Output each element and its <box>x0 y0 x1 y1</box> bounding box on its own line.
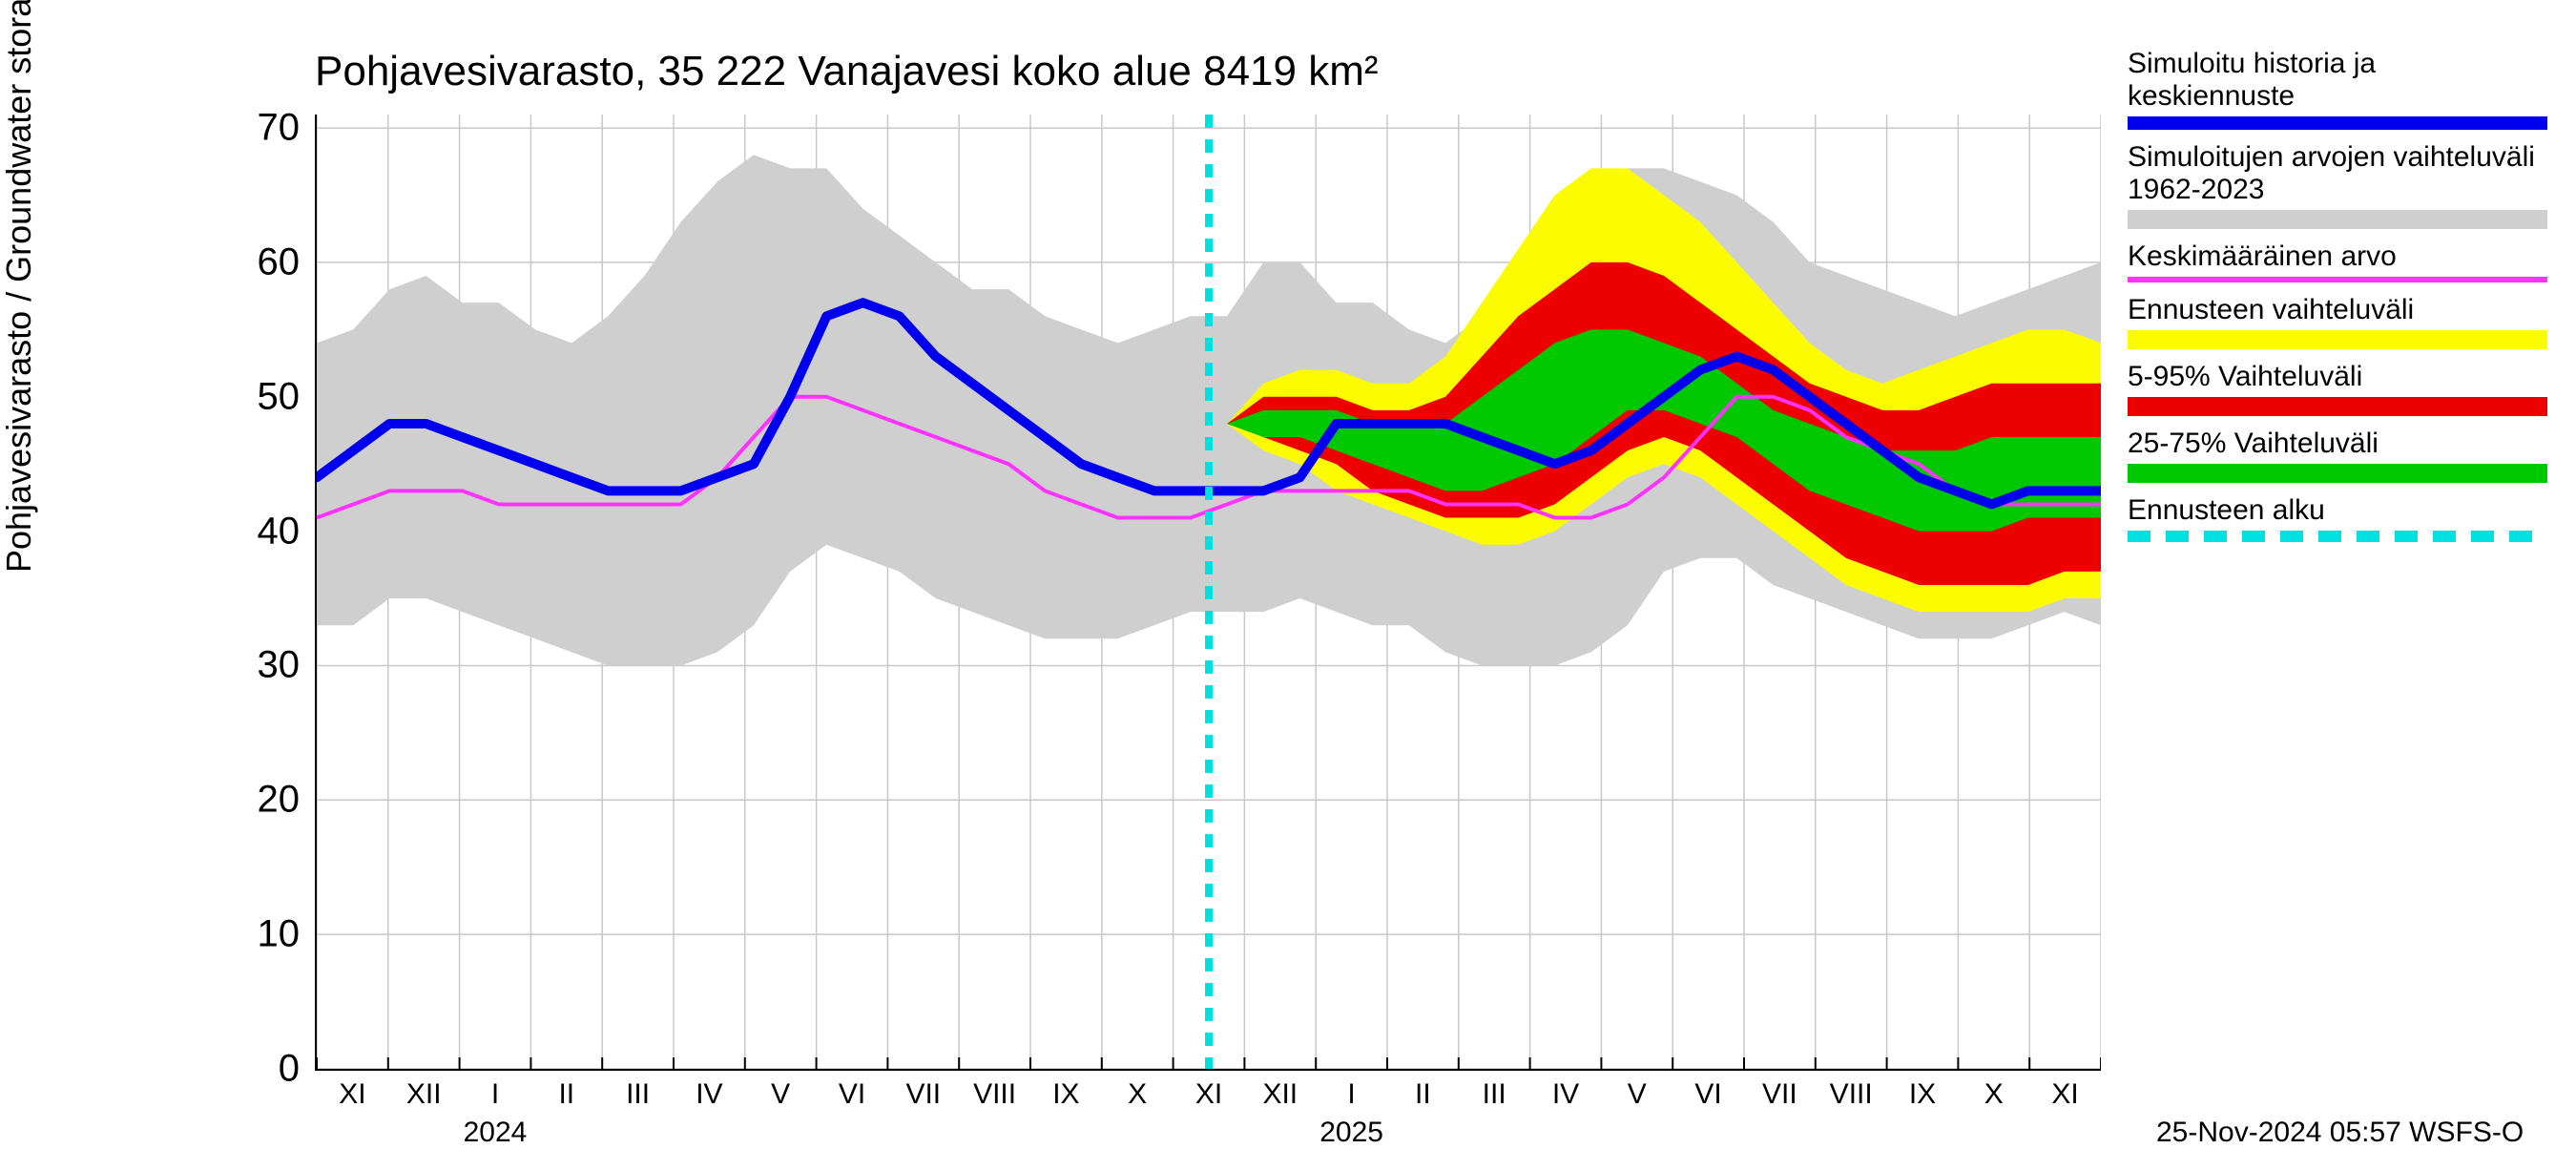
legend-swatch <box>2128 210 2547 229</box>
legend-swatch <box>2128 116 2547 130</box>
y-tick-label: 0 <box>279 1048 300 1091</box>
x-tick-label: VII <box>905 1078 941 1111</box>
y-tick-label: 50 <box>258 375 301 418</box>
y-tick-label: 20 <box>258 779 301 822</box>
x-tick-label: X <box>1984 1078 2004 1111</box>
x-tick-label: II <box>558 1078 574 1111</box>
legend-item: 5-95% Vaihteluväli <box>2128 361 2547 416</box>
x-tick-label: VII <box>1762 1078 1797 1111</box>
legend-label: Simuloitu historia ja keskiennuste <box>2128 48 2547 113</box>
legend-swatch <box>2128 277 2547 282</box>
legend-item: 25-75% Vaihteluväli <box>2128 428 2547 483</box>
x-tick-label: XI <box>339 1078 365 1111</box>
y-tick-label: 70 <box>258 107 301 150</box>
x-tick-label: II <box>1415 1078 1431 1111</box>
legend-swatch <box>2128 531 2547 542</box>
x-tick-label: XI <box>1195 1078 1222 1111</box>
x-tick-label: VI <box>839 1078 865 1111</box>
legend-swatch <box>2128 464 2547 483</box>
legend-item: Ennusteen alku <box>2128 494 2547 542</box>
plot-area: 010203040506070XIXIIIIIIIIIVVVIVIIVIIIIX… <box>315 115 2101 1071</box>
legend: Simuloitu historia ja keskiennuste Simulo… <box>2128 48 2547 554</box>
y-tick-label: 40 <box>258 510 301 553</box>
chart-title: Pohjavesivarasto, 35 222 Vanajavesi koko… <box>315 48 1379 95</box>
legend-label: Simuloitujen arvojen vaihteluväli 1962-2… <box>2128 141 2547 206</box>
y-tick-label: 30 <box>258 644 301 687</box>
legend-item: Simuloitujen arvojen vaihteluväli 1962-2… <box>2128 141 2547 229</box>
year-label: 2025 <box>1319 1117 1383 1149</box>
legend-swatch <box>2128 330 2547 349</box>
x-tick-label: V <box>771 1078 790 1111</box>
year-label: 2024 <box>464 1117 528 1149</box>
y-tick-label: 60 <box>258 240 301 283</box>
legend-item: Simuloitu historia ja keskiennuste <box>2128 48 2547 130</box>
x-tick-label: IX <box>1052 1078 1079 1111</box>
x-tick-label: XII <box>1262 1078 1298 1111</box>
legend-label: 5-95% Vaihteluväli <box>2128 361 2547 393</box>
x-tick-label: I <box>491 1078 499 1111</box>
x-tick-label: VIII <box>1830 1078 1873 1111</box>
x-tick-label: IV <box>1552 1078 1579 1111</box>
x-tick-label: VI <box>1694 1078 1721 1111</box>
legend-label: Ennusteen vaihteluväli <box>2128 294 2547 326</box>
x-tick-label: III <box>626 1078 650 1111</box>
footer-timestamp: 25-Nov-2024 05:57 WSFS-O <box>2156 1117 2524 1149</box>
legend-label: Ennusteen alku <box>2128 494 2547 527</box>
x-tick-label: V <box>1628 1078 1647 1111</box>
x-tick-label: XI <box>2051 1078 2078 1111</box>
y-axis-label: Pohjavesivarasto / Groundwater storage m… <box>0 0 39 573</box>
legend-swatch <box>2128 397 2547 416</box>
x-tick-label: III <box>1483 1078 1506 1111</box>
legend-item: Keskimääräinen arvo <box>2128 240 2547 282</box>
legend-item: Ennusteen vaihteluväli <box>2128 294 2547 349</box>
x-tick-label: IV <box>696 1078 722 1111</box>
legend-label: Keskimääräinen arvo <box>2128 240 2547 273</box>
x-tick-label: IX <box>1909 1078 1936 1111</box>
x-tick-label: XII <box>406 1078 442 1111</box>
x-tick-label: X <box>1128 1078 1147 1111</box>
y-tick-label: 10 <box>258 913 301 956</box>
legend-label: 25-75% Vaihteluväli <box>2128 428 2547 460</box>
x-tick-label: I <box>1347 1078 1355 1111</box>
plot-svg <box>317 115 2101 1069</box>
x-tick-label: VIII <box>973 1078 1016 1111</box>
chart-container: Pohjavesivarasto / Groundwater storage m… <box>0 0 2576 1145</box>
